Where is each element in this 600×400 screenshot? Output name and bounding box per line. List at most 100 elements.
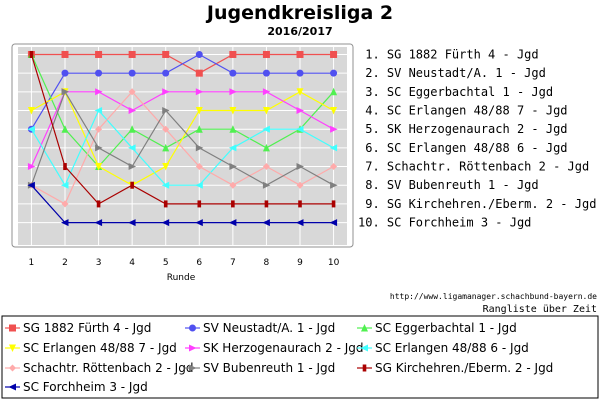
data-point — [162, 107, 170, 114]
legend-marker — [189, 364, 197, 372]
series-6 — [27, 107, 338, 189]
legend-marker — [9, 324, 16, 332]
data-point — [329, 144, 338, 152]
data-point — [162, 143, 170, 152]
legend-item: SC Forchheim 3 - Jgd — [5, 380, 148, 394]
series-line — [30, 90, 334, 186]
data-point — [330, 163, 338, 170]
series-line — [30, 54, 334, 205]
legend-label: SG Kirchehren./Eberm. 2 - Jgd — [375, 361, 553, 375]
data-point — [264, 200, 269, 208]
data-point — [262, 125, 270, 133]
series-2 — [27, 50, 338, 133]
legend-item: SC Erlangen 48/88 7 - Jgd — [5, 341, 177, 355]
chart-subtitle: 2016/2017 — [267, 25, 332, 38]
data-point — [262, 219, 270, 227]
data-point — [231, 200, 235, 208]
legend-label: SK Herzogenaurach 2 - Jgd — [203, 341, 364, 355]
data-point — [296, 50, 304, 58]
data-point — [296, 88, 304, 96]
x-axis-ticks: 1 2 3 4 5 6 7 8 9 10 — [29, 258, 340, 268]
legend-label: SG 1882 Fürth 4 - Jgd — [23, 321, 151, 335]
x-tick-label: 5 — [163, 258, 169, 268]
data-point — [161, 181, 170, 189]
data-point — [262, 143, 270, 152]
data-point — [296, 219, 304, 227]
data-point — [330, 87, 338, 96]
data-point — [27, 125, 35, 133]
data-point — [128, 163, 137, 170]
data-point — [130, 181, 134, 189]
chart-title: Jugendkreisliga 2 — [205, 2, 393, 24]
data-point — [262, 88, 271, 96]
x-tick-label: 3 — [96, 258, 102, 268]
data-point — [128, 219, 136, 227]
rank-label: 5. SK Herzogenaurach 2 - Jgd — [358, 122, 568, 136]
legend-marker — [361, 324, 368, 332]
data-point — [195, 181, 203, 189]
legend-marker — [9, 364, 16, 372]
rank-label: 8. SV Bubenreuth 1 - Jgd — [358, 178, 539, 192]
data-point — [197, 200, 202, 208]
data-point — [195, 107, 203, 115]
data-point — [95, 88, 103, 96]
rank-labels: 1. SG 1882 Fürth 4 - Jgd 2. SV Neustadt/… — [358, 47, 596, 229]
data-point — [163, 200, 168, 208]
data-point — [61, 69, 69, 77]
data-point — [262, 163, 270, 170]
data-point — [162, 163, 170, 171]
x-tick-label: 4 — [129, 258, 135, 268]
series-line — [30, 91, 334, 167]
legend-label: SC Eggerbachtal 1 - Jgd — [375, 321, 517, 335]
legend-marker — [360, 344, 368, 352]
data-point — [195, 163, 203, 170]
legend-label: SV Neustadt/A. 1 - Jgd — [203, 321, 335, 335]
series-line — [30, 184, 334, 224]
legend: SG 1882 Fürth 4 - Jgd SV Neustadt/A. 1 - … — [5, 321, 553, 394]
legend-box — [1, 315, 599, 399]
data-point — [228, 219, 237, 227]
plot-area — [18, 47, 347, 245]
series-line — [30, 109, 334, 187]
data-point — [330, 125, 338, 133]
data-point — [61, 181, 69, 189]
data-point — [27, 163, 36, 170]
data-point — [296, 125, 304, 133]
data-point — [331, 200, 336, 208]
data-point — [61, 88, 69, 96]
data-point — [95, 163, 103, 171]
legend-label: Schachtr. Röttenbach 2 - Jgd — [23, 361, 193, 375]
rank-label: 1. SG 1882 Fürth 4 - Jgd — [358, 47, 539, 61]
x-axis-label: Runde — [167, 273, 196, 283]
data-point — [229, 50, 237, 58]
data-point — [128, 144, 136, 152]
data-point — [329, 219, 338, 227]
x-tick-label: 10 — [328, 258, 340, 268]
chart-note: Rangliste über Zeit — [483, 304, 597, 315]
data-point — [330, 69, 338, 77]
data-point — [296, 181, 304, 189]
legend-marker — [362, 364, 367, 372]
legend-item: SC Erlangen 48/88 6 - Jgd — [357, 341, 529, 355]
data-point — [128, 125, 136, 133]
legend-marker — [8, 383, 16, 391]
data-point — [330, 107, 338, 115]
legend-label: SV Bubenreuth 1 - Jgd — [203, 361, 335, 375]
credit-text: http://www.ligamanager.schachbund-bayern… — [390, 292, 597, 301]
data-point — [162, 69, 170, 77]
data-point — [262, 69, 270, 77]
legend-label: SC Erlangen 48/88 6 - Jgd — [375, 341, 529, 355]
data-point — [29, 50, 34, 58]
legend-label: SC Forchheim 3 - Jgd — [23, 380, 148, 394]
data-point — [229, 181, 237, 189]
data-point — [162, 50, 170, 58]
data-point — [95, 125, 103, 133]
data-point — [296, 107, 304, 114]
rank-label: 6. SC Erlangen 48/88 6 - Jgd — [358, 141, 568, 155]
series-9 — [29, 50, 336, 208]
data-point — [128, 50, 136, 58]
data-point — [96, 200, 101, 208]
legend-marker — [189, 324, 196, 332]
data-point — [262, 50, 270, 58]
